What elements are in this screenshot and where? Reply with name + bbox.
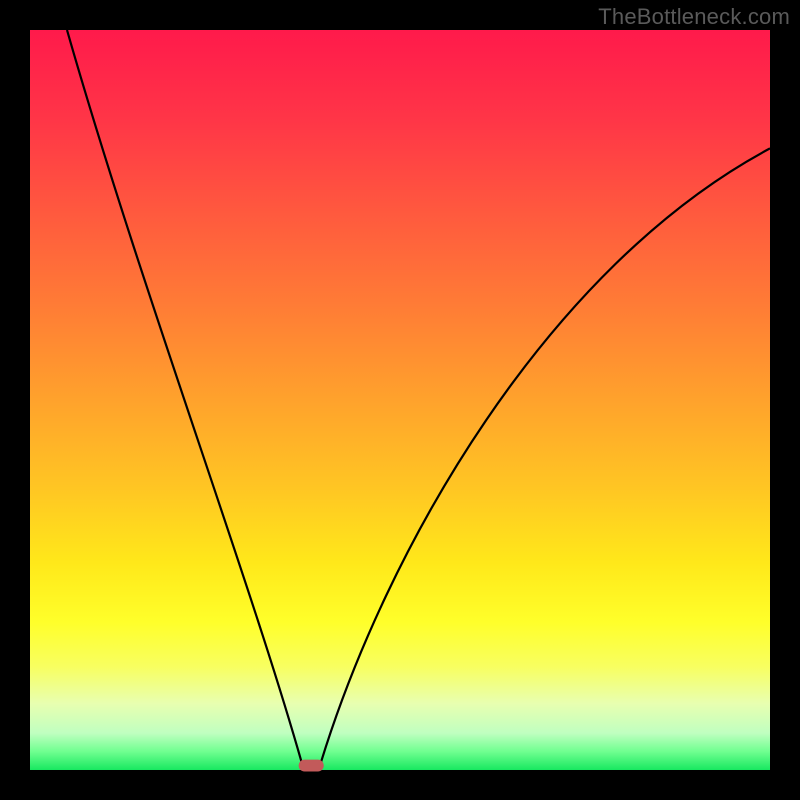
watermark-text: TheBottleneck.com [598,4,790,30]
chart-frame: TheBottleneck.com [0,0,800,800]
optimum-marker [299,760,324,772]
plot-background [30,30,770,770]
bottleneck-chart [0,0,800,800]
